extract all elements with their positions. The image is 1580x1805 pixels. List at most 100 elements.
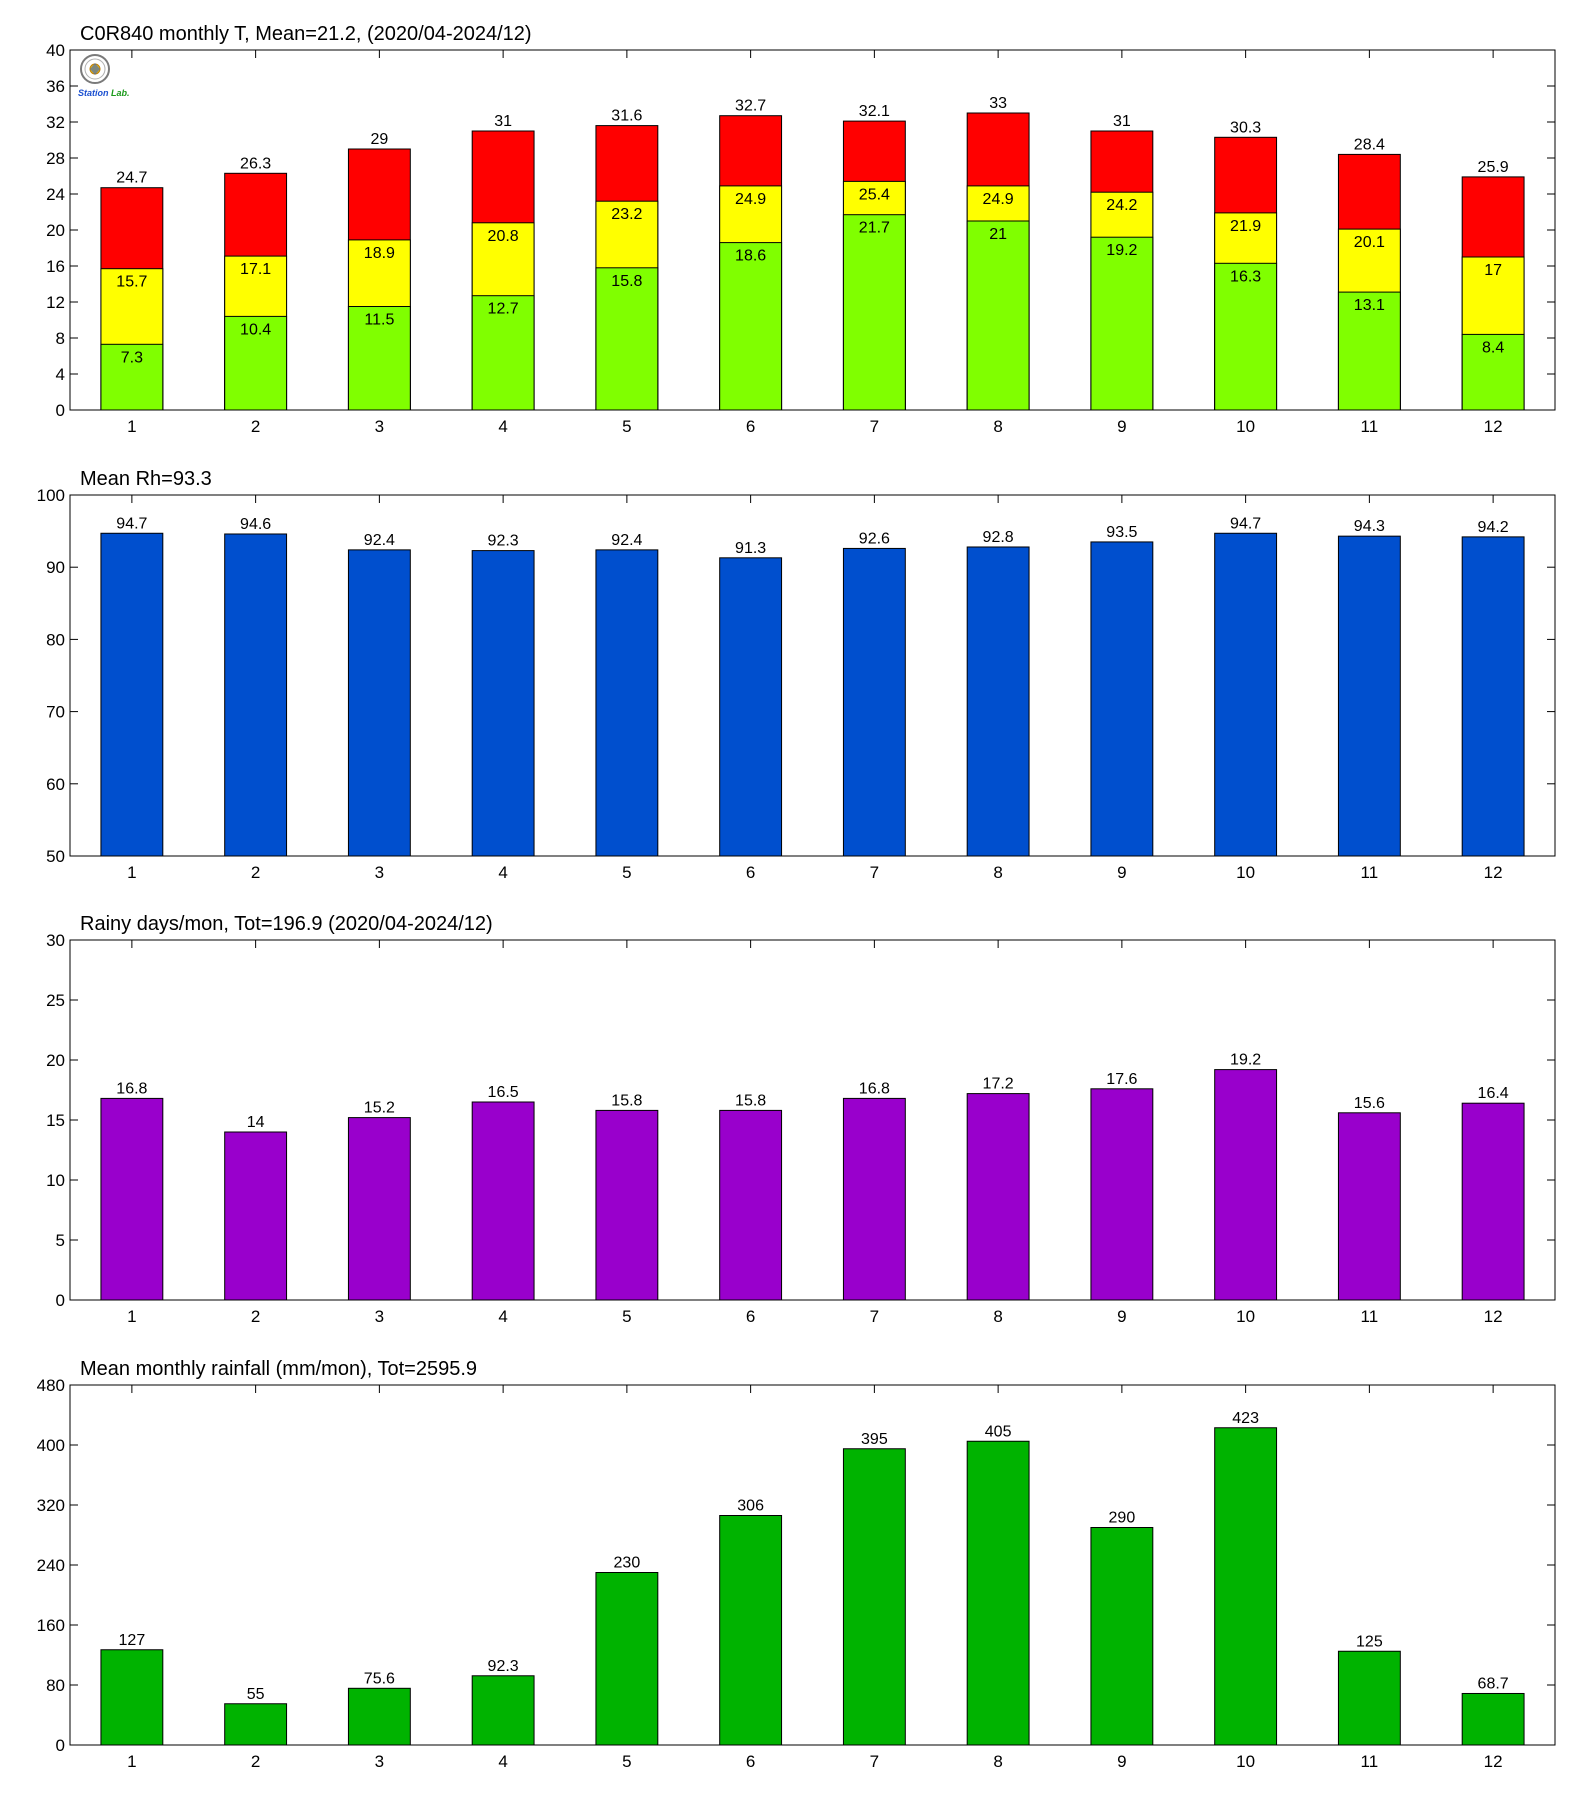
x-tick-label: 8 [993,1307,1002,1326]
bar-data-label: 395 [861,1431,888,1448]
bar-series-3 [471,295,535,411]
x-tick-label: 6 [746,863,755,882]
bar-data-label: 16.8 [859,1080,890,1097]
x-tick-label: 12 [1484,417,1503,436]
bar-data-label: 28.4 [1354,136,1385,153]
bar [347,1687,411,1746]
bar-data-label: 15.8 [611,273,642,290]
bar-data-label: 16.4 [1478,1085,1509,1102]
plot-frame [69,1384,1556,1746]
station-seal-icon [80,54,110,84]
x-tick-label: 2 [251,863,260,882]
bar [595,1109,659,1301]
x-tick-label: 9 [1117,863,1126,882]
bar-data-label: 21.9 [1230,218,1261,235]
x-tick-label: 7 [870,417,879,436]
bar-series-3 [966,220,1030,411]
bar-data-label: 33 [989,95,1007,112]
bar-data-label: 31.6 [611,108,642,125]
bar-data-label: 21 [989,226,1007,243]
bar [966,1440,1030,1746]
y-tick-label: 320 [37,1496,65,1515]
bar-data-label: 13.1 [1354,297,1385,314]
x-tick-label: 9 [1117,1307,1126,1326]
y-tick-label: 70 [46,703,65,722]
bar-data-label: 68.7 [1478,1675,1509,1692]
x-tick-label: 1 [127,863,136,882]
y-tick-label: 60 [46,775,65,794]
bar-data-label: 25.4 [859,186,890,203]
x-tick-label: 7 [870,1307,879,1326]
y-tick-label: 480 [37,1376,65,1395]
logo-text-station: Station [78,88,109,98]
y-tick-label: 0 [56,401,65,420]
bar-data-label: 290 [1109,1510,1136,1527]
x-tick-label: 10 [1236,1752,1255,1771]
bar [842,1097,906,1301]
bar-data-label: 19.2 [1106,242,1137,259]
bar-data-label: 26.3 [240,155,271,172]
bar-data-label: 55 [247,1686,265,1703]
bar-data-label: 17.6 [1106,1071,1137,1088]
y-tick-label: 20 [46,1051,65,1070]
bar-data-label: 94.7 [116,515,147,532]
bar [471,1101,535,1301]
y-tick-label: 10 [46,1171,65,1190]
y-tick-label: 36 [46,77,65,96]
x-tick-label: 8 [993,1752,1002,1771]
bar [100,1097,164,1301]
x-tick-label: 3 [375,417,384,436]
bar-data-label: 92.3 [488,533,519,550]
bar-data-label: 19.2 [1230,1052,1261,1069]
bar-data-label: 23.2 [611,206,642,223]
bar-series-3 [1214,262,1278,411]
bar-data-label: 8.4 [1482,339,1504,356]
plot-frame [69,494,1556,857]
bar-data-label: 94.3 [1354,518,1385,535]
y-tick-label: 0 [56,1291,65,1310]
bar [1461,1102,1525,1301]
bar-data-label: 91.3 [735,540,766,557]
bar-series-3 [719,242,783,411]
bar-series-3 [347,306,411,411]
bar-data-label: 230 [614,1555,641,1572]
bar-data-label: 306 [737,1498,764,1515]
x-tick-label: 12 [1484,863,1503,882]
bar-data-label: 10.4 [240,321,271,338]
x-tick-label: 9 [1117,1752,1126,1771]
chart-title: Mean Rh=93.3 [80,468,212,490]
bar-data-label: 29 [370,131,388,148]
y-tick-label: 50 [46,847,65,866]
y-tick-label: 28 [46,149,65,168]
bar [842,1448,906,1746]
y-tick-label: 16 [46,257,65,276]
bar [719,1515,783,1746]
x-tick-label: 12 [1484,1752,1503,1771]
bar-data-label: 20.1 [1354,234,1385,251]
y-tick-label: 400 [37,1436,65,1455]
bar-data-label: 16.5 [488,1084,519,1101]
bar-series-3 [224,315,288,411]
x-tick-label: 7 [870,1752,879,1771]
y-tick-label: 5 [56,1231,65,1250]
y-tick-label: 40 [46,41,65,60]
x-tick-label: 4 [498,1307,507,1326]
bar [595,549,659,857]
bar [347,1117,411,1301]
bar-data-label: 21.7 [859,220,890,237]
bar [224,1703,288,1746]
bar [719,1109,783,1301]
bar-data-label: 15.6 [1354,1095,1385,1112]
x-tick-label: 4 [498,1752,507,1771]
y-tick-label: 100 [37,486,65,505]
bar-data-label: 24.2 [1106,197,1137,214]
bar-data-label: 20.8 [488,228,519,245]
bar [347,549,411,857]
y-tick-label: 25 [46,991,65,1010]
bar [1461,1692,1525,1746]
plot-frame [69,49,1556,411]
